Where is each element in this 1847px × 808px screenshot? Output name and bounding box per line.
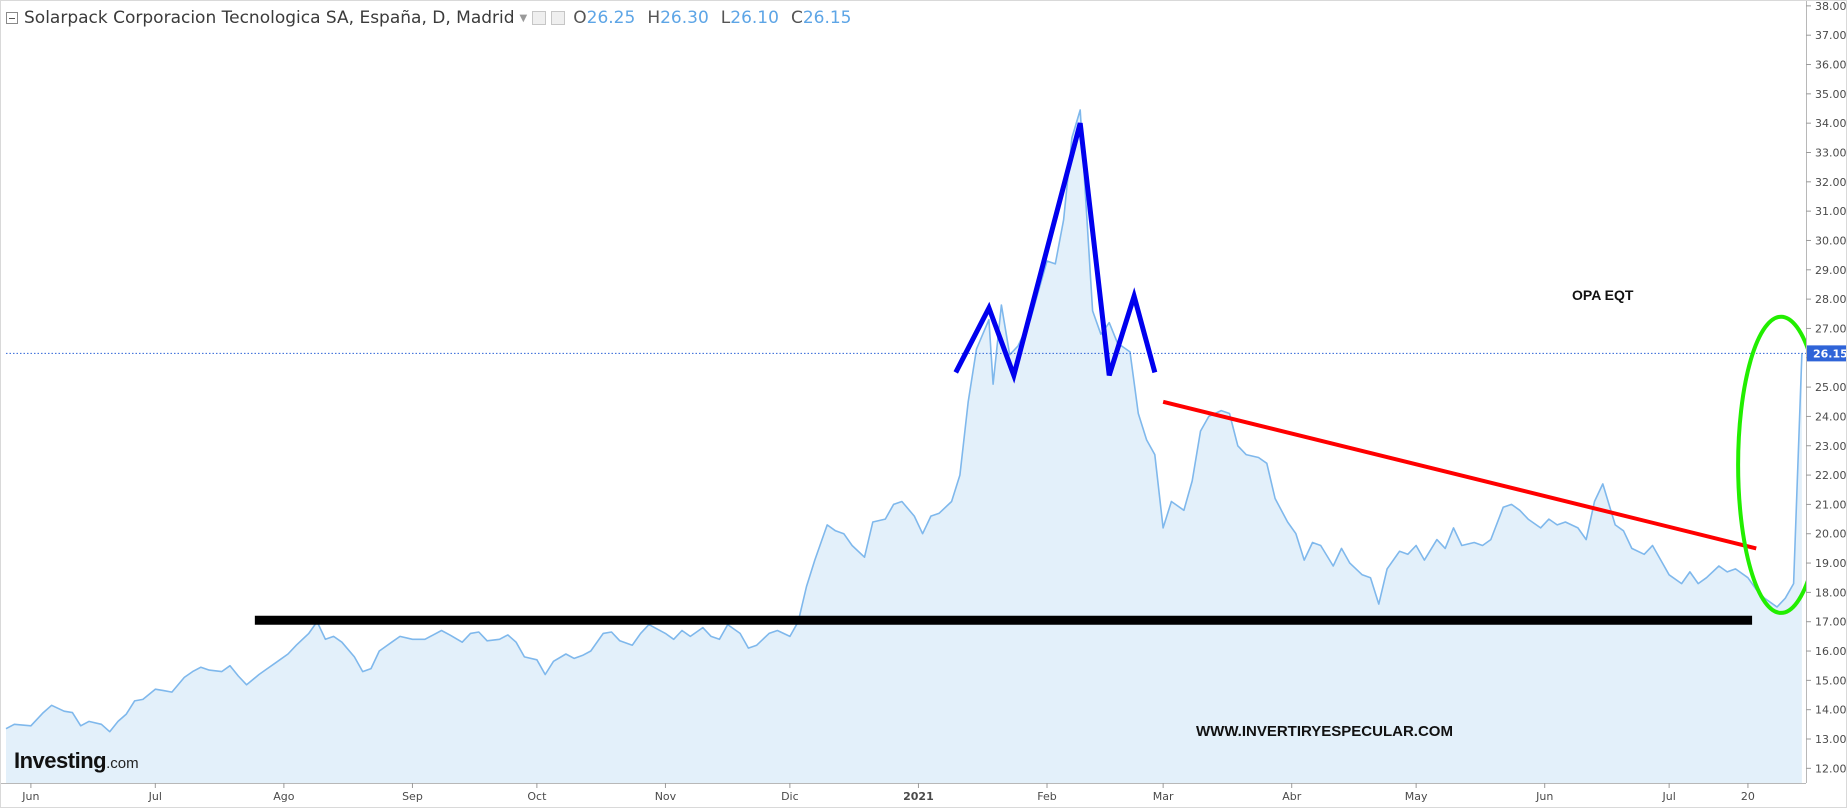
y-tick-label: 30.00 (1815, 234, 1847, 247)
y-tick-label: 16.00 (1815, 645, 1847, 658)
y-tick-label: 31.00 (1815, 205, 1847, 218)
y-tick-label: 18.00 (1815, 586, 1847, 599)
annotation-label: OPA EQT (1572, 287, 1634, 303)
x-tick-label: Nov (655, 790, 677, 803)
y-tick-label: 12.00 (1815, 762, 1847, 775)
last-price-label: 26.15 (1813, 347, 1847, 360)
x-tick-label: 20 (1741, 790, 1755, 803)
price-area-layer (5, 109, 1806, 783)
y-tick-label: 25.00 (1815, 381, 1847, 394)
x-tick-label: Jun (21, 790, 39, 803)
x-tick-label: Oct (527, 790, 547, 803)
x-tick-label: Jul (148, 790, 162, 803)
y-tick-label: 19.00 (1815, 557, 1847, 570)
ohlc-values: O 26.25 H 26.30 L 26.10 C 26.15 (573, 8, 851, 28)
x-tick-label: Abr (1282, 790, 1302, 803)
low-value: 26.10 (730, 8, 779, 28)
x-tick-label: May (1405, 790, 1428, 803)
last-price-badge (1807, 345, 1847, 362)
instrument-title: Solarpack Corporacion Tecnologica SA, Es… (24, 8, 515, 28)
y-tick-label: 23.00 (1815, 440, 1847, 453)
y-tick-label: 34.00 (1815, 117, 1847, 130)
y-tick-label: 17.00 (1815, 616, 1847, 629)
investing-logo: Investing.com (14, 748, 139, 774)
y-tick-label: 35.00 (1815, 88, 1847, 101)
y-tick-label: 33.00 (1815, 146, 1847, 159)
x-tick-label: Dic (781, 790, 799, 803)
y-tick-label: 36.00 (1815, 59, 1847, 72)
x-tick-label: Ago (273, 790, 295, 803)
low-key: L (720, 8, 731, 28)
remove-icon[interactable] (551, 11, 566, 25)
y-tick-label: 22.00 (1815, 469, 1847, 482)
head-shoulders-pattern (953, 122, 1158, 384)
close-key: C (790, 8, 803, 28)
x-tick-label: Jul (1661, 790, 1675, 803)
y-tick-label: 29.00 (1815, 264, 1847, 277)
x-tick-label: Feb (1037, 790, 1056, 803)
y-tick-label: 13.00 (1815, 733, 1847, 746)
chevron-down-icon[interactable]: ▼ (519, 12, 528, 24)
y-tick-label: 24.00 (1815, 410, 1847, 423)
y-tick-label: 14.00 (1815, 704, 1847, 717)
y-tick-label: 38.00 (1815, 0, 1847, 13)
y-tick-label: 20.00 (1815, 528, 1847, 541)
logo-suffix: .com (106, 755, 139, 772)
settings-icon[interactable] (532, 11, 547, 25)
close-value: 26.15 (802, 8, 852, 28)
collapse-icon[interactable] (6, 12, 18, 24)
x-tick-label: Jun (1535, 790, 1553, 803)
y-tick-label: 37.00 (1815, 29, 1847, 42)
open-key: O (573, 8, 587, 28)
x-tick-label: Mar (1153, 790, 1174, 803)
high-key: H (647, 8, 661, 28)
y-axis-panel (1806, 0, 1847, 808)
y-tick-label: 15.00 (1815, 674, 1847, 687)
y-tick-label: 32.00 (1815, 176, 1847, 189)
price-area-fill (6, 110, 1802, 783)
logo-main: Investing (14, 748, 107, 773)
y-tick-label: 28.00 (1815, 293, 1847, 306)
price-line (5, 109, 1803, 733)
high-value: 26.30 (660, 8, 709, 28)
drawing-overlays[interactable] (254, 122, 1827, 625)
x-tick-label: 2021 (903, 790, 934, 803)
x-axis-panel (0, 783, 1806, 808)
chart-legend-header: Solarpack Corporacion Tecnologica SA, Es… (6, 6, 851, 30)
watermark-url: WWW.INVERTIRYESPECULAR.COM (1196, 723, 1453, 740)
open-value: 26.25 (586, 8, 636, 28)
x-tick-label: Sep (402, 790, 423, 803)
y-tick-label: 27.00 (1815, 322, 1847, 335)
resistance-trend-line (1162, 399, 1757, 551)
y-tick-label: 21.00 (1815, 498, 1847, 511)
